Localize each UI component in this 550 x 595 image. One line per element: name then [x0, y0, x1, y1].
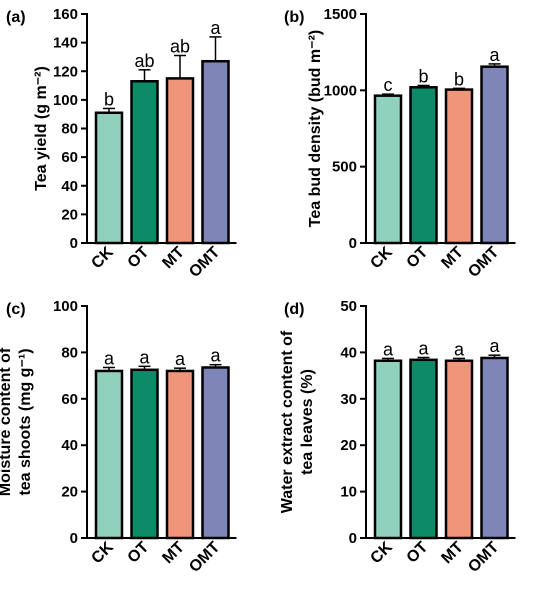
bar-mt [165, 369, 195, 540]
category-label: OT [404, 244, 432, 272]
y-tick-label: 40 [61, 178, 78, 195]
panel-b: (b)Tea bud density (bud m⁻²) 0 500 1000 1500… [284, 6, 516, 281]
y-tick-label: 160 [53, 6, 78, 23]
significance-letter: b [418, 66, 428, 86]
category-label: CK [88, 243, 117, 272]
significance-letter: a [383, 339, 394, 359]
significance-letter: b [454, 69, 464, 89]
y-tick-label: 80 [61, 121, 78, 138]
y-tick-label: 120 [53, 63, 78, 80]
panel-c: (c) Moisture content of tea shoots (mg g⁻¹… [0, 298, 237, 576]
category-label: CK [367, 538, 396, 567]
y-tick-label: 0 [70, 530, 78, 547]
bar-ck [373, 359, 403, 540]
y-tick-label: 40 [340, 344, 357, 361]
category-label: OMT [186, 244, 223, 281]
y-axis-title: tea shoots (mg g⁻¹) [17, 348, 34, 495]
bar-mt [444, 359, 474, 540]
y-tick-label: 20 [61, 484, 78, 501]
y-tick-label: 500 [332, 159, 357, 176]
y-axis-title: Moisture content of [0, 347, 14, 496]
y-tick-label: 30 [340, 391, 357, 408]
y-tick-label: 60 [61, 391, 78, 408]
bar-omt [201, 366, 230, 540]
y-tick-label: 1500 [324, 6, 357, 23]
y-axis-title: tea leaves (%) [299, 369, 316, 475]
bar-mt [444, 88, 474, 245]
y-axis-title: Water extract content of [279, 330, 296, 513]
y-tick-label: 140 [53, 35, 78, 52]
bar-ot [130, 368, 159, 540]
significance-letter: b [104, 89, 114, 109]
category-label: MT [159, 539, 188, 568]
significance-letter: a [210, 18, 221, 38]
y-tick-label: 40 [61, 437, 78, 454]
category-label: OT [404, 539, 432, 567]
y-tick-label: 80 [61, 344, 78, 361]
bar-ot [409, 86, 438, 245]
significance-letter: a [175, 349, 186, 369]
y-tick-label: 10 [340, 484, 357, 501]
category-label: MT [159, 244, 188, 273]
panel-label: (b) [284, 9, 304, 26]
significance-letter: ab [170, 37, 190, 57]
significance-letter: ab [134, 51, 154, 71]
significance-letter: a [489, 336, 500, 356]
bar-omt [201, 59, 230, 245]
significance-letter: a [104, 348, 115, 368]
y-tick-label: 20 [61, 206, 78, 223]
y-tick-label: 20 [340, 437, 357, 454]
category-label: OMT [186, 539, 223, 576]
bar-mt [165, 77, 195, 245]
bar-ot [130, 80, 159, 245]
y-tick-label: 0 [70, 235, 78, 252]
category-label: OMT [465, 244, 502, 281]
significance-letter: c [384, 75, 393, 95]
significance-letter: a [489, 45, 500, 65]
panel-label: (a) [6, 9, 26, 26]
bar-ot [409, 358, 438, 540]
category-label: OMT [465, 539, 502, 576]
panel-label: (d) [284, 301, 304, 318]
y-tick-label: 50 [340, 298, 357, 315]
significance-letter: a [454, 339, 465, 359]
bar-omt [480, 356, 509, 540]
significance-letter: a [139, 347, 150, 367]
category-label: CK [88, 538, 117, 567]
y-tick-label: 100 [53, 298, 78, 315]
significance-letter: a [210, 346, 221, 366]
y-tick-label: 1000 [324, 82, 357, 99]
significance-letter: a [418, 339, 429, 359]
y-axis-title: Tea yield (g m⁻²) [33, 66, 50, 191]
bar-ck [94, 111, 124, 245]
y-tick-label: 0 [349, 530, 357, 547]
y-tick-label: 0 [349, 235, 357, 252]
category-label: MT [438, 539, 467, 568]
category-label: CK [367, 243, 396, 272]
panel-label: (c) [6, 301, 26, 318]
y-tick-label: 100 [53, 92, 78, 109]
category-label: OT [125, 244, 153, 272]
bar-ck [94, 369, 124, 540]
panel-d: (d) Water extract content of tea leaves (%… [279, 298, 516, 576]
bar-omt [480, 65, 509, 245]
bar-ck [373, 94, 403, 245]
category-label: MT [438, 244, 467, 273]
y-axis-title: Tea bud density (bud m⁻²) [307, 30, 324, 227]
y-tick-label: 60 [61, 149, 78, 166]
category-label: OT [125, 539, 153, 567]
panel-a: (a) Tea yield (g m⁻²) 0 20 40 60 80 100 120 140 16… [6, 6, 237, 281]
